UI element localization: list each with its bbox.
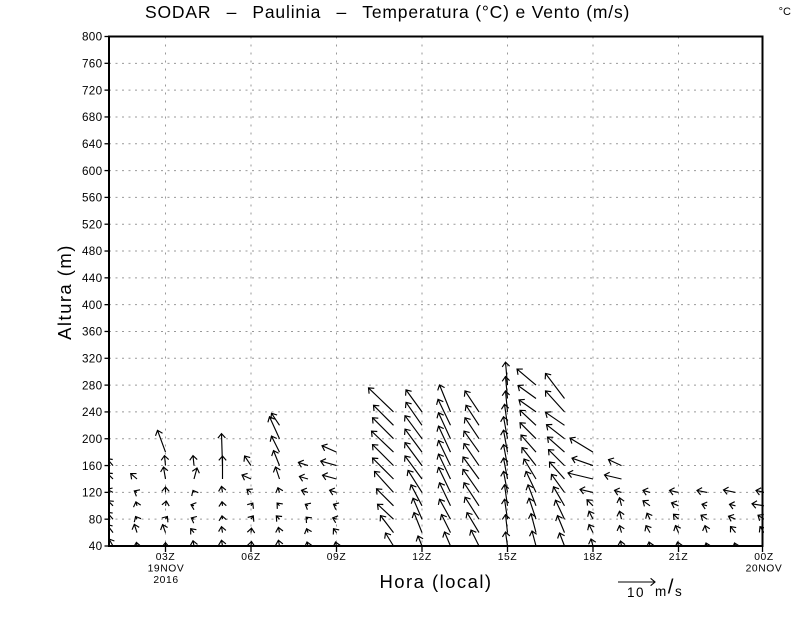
svg-text:19NOV: 19NOV <box>148 564 185 575</box>
svg-text:440: 440 <box>82 272 103 285</box>
svg-text:Altura (m): Altura (m) <box>54 244 75 340</box>
svg-text:80: 80 <box>89 513 103 526</box>
svg-text:40: 40 <box>89 540 103 553</box>
svg-text:480: 480 <box>82 245 103 258</box>
svg-text:21Z: 21Z <box>669 552 689 563</box>
svg-text:360: 360 <box>82 326 103 339</box>
svg-text:640: 640 <box>82 138 103 151</box>
svg-text:560: 560 <box>82 192 103 205</box>
svg-text:520: 520 <box>82 218 103 231</box>
svg-text:600: 600 <box>82 165 103 178</box>
svg-text:800: 800 <box>82 31 103 44</box>
svg-text:10: 10 <box>627 585 645 600</box>
svg-text:2016: 2016 <box>153 575 178 586</box>
svg-text:400: 400 <box>82 299 103 312</box>
svg-text:Hora (local): Hora (local) <box>379 571 492 592</box>
svg-text:12Z: 12Z <box>412 552 432 563</box>
svg-text:120: 120 <box>82 487 103 500</box>
svg-text:18Z: 18Z <box>583 552 603 563</box>
svg-text:280: 280 <box>82 379 103 392</box>
svg-text:760: 760 <box>82 58 103 71</box>
svg-text:03Z: 03Z <box>156 552 176 563</box>
svg-text:15Z: 15Z <box>498 552 518 563</box>
svg-text:SODAR – Paulinia – Tempera: SODAR – Paulinia – Temperatura (°C) e Ve… <box>145 2 630 22</box>
svg-text:680: 680 <box>82 111 103 124</box>
svg-text:06Z: 06Z <box>241 552 261 563</box>
svg-text:320: 320 <box>82 353 103 366</box>
svg-text:160: 160 <box>82 460 103 473</box>
svg-text:00Z: 00Z <box>754 552 774 563</box>
svg-text:720: 720 <box>82 84 103 97</box>
svg-text:20NOV: 20NOV <box>746 564 783 575</box>
svg-text:°C: °C <box>779 6 791 18</box>
svg-text:09Z: 09Z <box>327 552 347 563</box>
svg-text:200: 200 <box>82 433 103 446</box>
svg-text:240: 240 <box>82 406 103 419</box>
